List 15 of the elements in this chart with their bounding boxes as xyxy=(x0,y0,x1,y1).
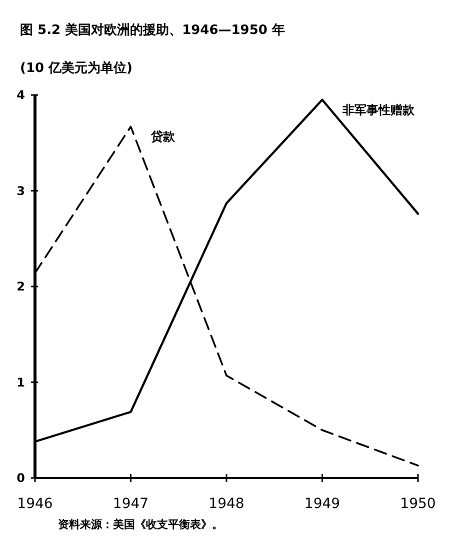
chart-title: 图 5.2 美国对欧洲的援助、1946—1950 年 xyxy=(20,22,285,38)
y-axis-title: (10 亿美元为单位) xyxy=(20,60,132,76)
y-tick-label: 0 xyxy=(16,471,25,485)
series-label: 贷款 xyxy=(150,130,176,144)
x-tick-label: 1949 xyxy=(304,496,340,512)
y-tick-label: 2 xyxy=(16,280,25,294)
series-label: 非军事性赠款 xyxy=(341,102,416,117)
y-tick-label: 4 xyxy=(16,88,25,102)
x-tick-label: 1946 xyxy=(17,496,53,512)
y-tick-label: 1 xyxy=(16,375,25,390)
x-tick-label: 1950 xyxy=(400,496,436,512)
x-tick-label: 1948 xyxy=(208,496,244,512)
text: 资料来源：美国《收支平衡表》。 xyxy=(58,518,223,531)
y-tick-label: 3 xyxy=(16,184,25,198)
x-tick-label: 1947 xyxy=(112,496,149,512)
